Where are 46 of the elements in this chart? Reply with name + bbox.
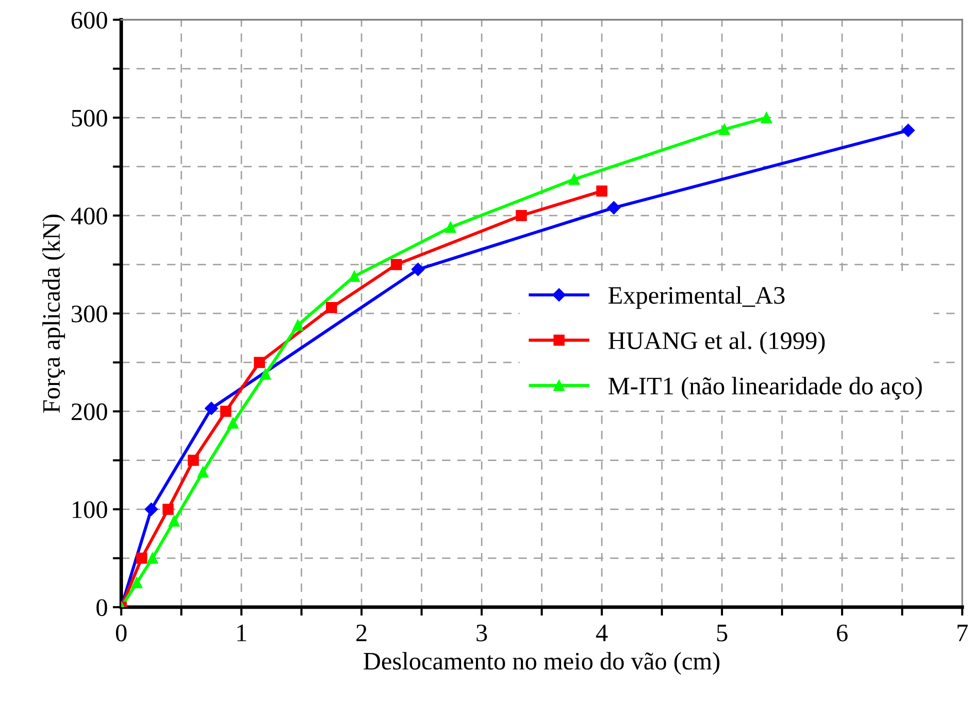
point (144, 502, 158, 516)
point (444, 222, 456, 233)
point (607, 201, 620, 214)
point (596, 186, 608, 197)
y-tick-label: 400 (71, 208, 108, 224)
y-tick-label: 200 (72, 403, 108, 420)
point (348, 270, 360, 282)
point (760, 112, 772, 124)
y-tick-label: 500 (72, 110, 108, 127)
x-axis-title: Deslocamento no meio do vão (cm) (364, 652, 720, 675)
x-tick-label: 5 (717, 624, 728, 642)
point (902, 124, 915, 137)
point (131, 577, 142, 588)
point (220, 406, 232, 417)
point (260, 368, 271, 380)
point (718, 124, 730, 135)
point (146, 552, 158, 564)
point (204, 402, 218, 416)
y-tick-label: 600 (72, 12, 108, 29)
x-tick-label: 2 (356, 624, 366, 642)
point (411, 262, 425, 276)
point (326, 302, 338, 314)
point (254, 356, 265, 368)
point (227, 418, 239, 429)
point (162, 504, 174, 515)
y-tick-label: 100 (72, 501, 108, 518)
point (390, 258, 402, 270)
point (516, 210, 527, 222)
point (292, 320, 304, 331)
x-tick-label: 4 (596, 624, 608, 642)
x-tick-label: 7 (958, 624, 968, 642)
point (568, 174, 580, 185)
legend-label: M-IT1 (não linearidade do aço) (608, 376, 922, 400)
x-tick-label: 3 (476, 624, 487, 642)
y-tick-label: 0 (96, 599, 108, 616)
point (197, 466, 208, 478)
y-axis-title: Força aplicada (kN) (42, 214, 65, 413)
legend-label: HUANG et al. (1999) (608, 332, 825, 354)
point (168, 515, 180, 527)
point (188, 454, 199, 466)
point (136, 552, 148, 564)
x-tick-label: 6 (836, 624, 848, 642)
x-tick-label: 1 (237, 624, 246, 642)
legend-label: Experimental_A3 (608, 286, 785, 309)
x-tick-label: 0 (116, 624, 127, 642)
y-tick-label: 300 (72, 306, 108, 322)
